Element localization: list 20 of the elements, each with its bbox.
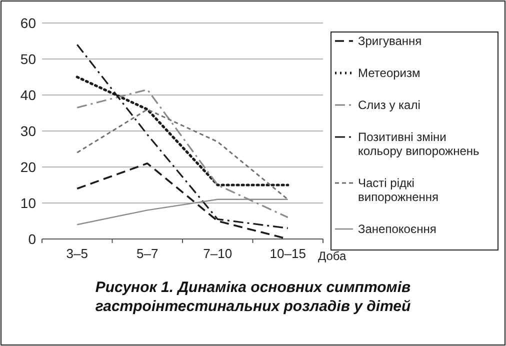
y-tick-label: 40	[20, 86, 36, 103]
text: Рисунок 1. Динаміка основних симптомів гастроінтестинальних розладів у дітей	[95, 279, 411, 315]
y-tick-label: 60	[20, 14, 36, 31]
x-tick-label: 10–15	[270, 246, 306, 261]
x-tick-label: 5–7	[136, 246, 158, 261]
y-tick-label: 0	[28, 230, 36, 247]
legend-label: Занепокоєння	[358, 222, 436, 236]
x-axis-title: Доба	[318, 249, 347, 263]
legend-label: Часті рідкі випорожнення	[358, 176, 439, 204]
x-tick-label: 3–5	[66, 246, 88, 261]
x-tick-label: 7–10	[203, 246, 232, 261]
line-series	[76, 108, 289, 200]
y-tick-label: 20	[20, 158, 36, 175]
y-tick-label: 50	[20, 50, 36, 67]
y-tick-label: 10	[20, 194, 36, 211]
legend-label: Слиз у калі	[358, 98, 420, 112]
legend-label: Метеоризм	[358, 66, 420, 80]
legend-label: Позитивні зміни кольору випорожнень	[358, 130, 480, 158]
legend-label: Зригування	[358, 34, 422, 48]
y-tick-label: 30	[20, 122, 36, 139]
